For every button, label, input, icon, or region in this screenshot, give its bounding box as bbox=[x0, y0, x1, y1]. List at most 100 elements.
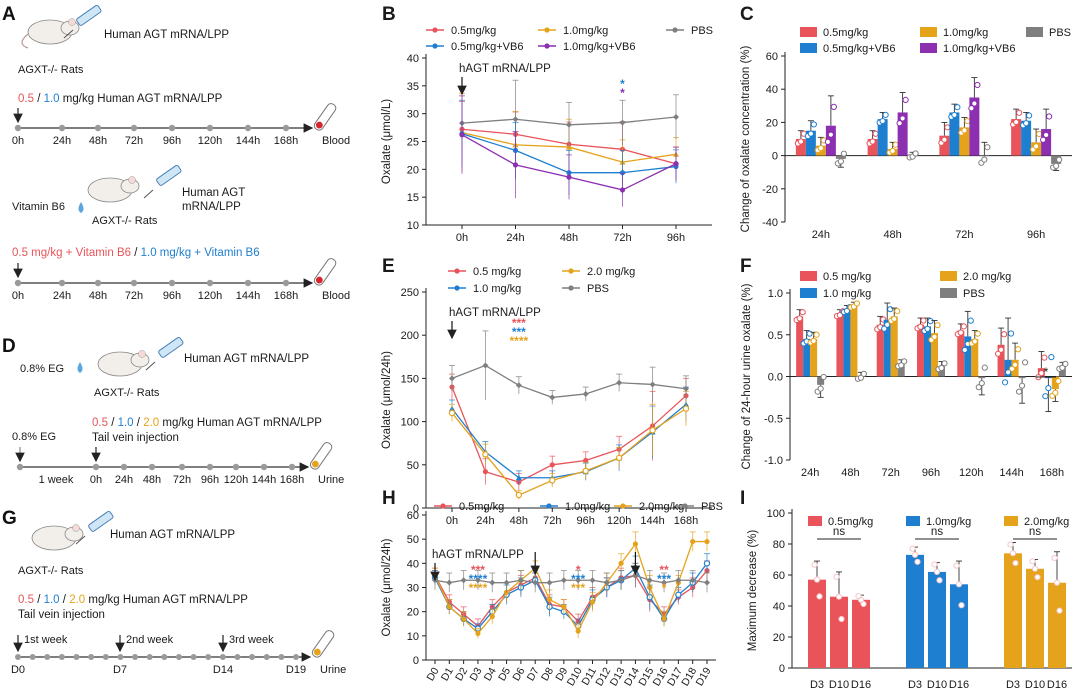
rat-icon-2 bbox=[87, 176, 140, 203]
replicate-point bbox=[1053, 162, 1060, 169]
bar bbox=[883, 319, 891, 377]
timeline-dot bbox=[219, 654, 226, 660]
tube-body bbox=[313, 258, 337, 286]
dose-d-mid: 1.0 bbox=[118, 417, 134, 429]
legend-label: 1.0mg/kg+VB6 bbox=[943, 43, 1015, 55]
replicate-point-outline bbox=[1051, 554, 1058, 562]
timeline-label: 72h bbox=[125, 290, 143, 302]
data-point bbox=[446, 604, 452, 610]
timeline-label: 144h bbox=[236, 135, 260, 147]
timeline-dot bbox=[205, 654, 212, 660]
y-tick-label: -40 bbox=[762, 217, 778, 229]
sample-label: Urine bbox=[320, 664, 346, 676]
y-tick-label: 20 bbox=[766, 117, 778, 129]
replicate-point bbox=[1041, 354, 1048, 361]
y-tick-label: 80 bbox=[773, 539, 785, 551]
legend-label: 1.0mg/kg bbox=[565, 501, 610, 513]
legend-swatch bbox=[906, 516, 920, 526]
tube-sample bbox=[313, 648, 321, 656]
x-tick-label: 96h bbox=[667, 232, 685, 244]
bar bbox=[1004, 553, 1022, 668]
x-tick-label: 48h bbox=[510, 515, 528, 527]
legend-label: 2.0 mg/kg bbox=[963, 271, 1011, 283]
data-point bbox=[549, 462, 555, 468]
replicate-point bbox=[840, 150, 847, 157]
dose-a1-sep: / bbox=[34, 93, 44, 105]
x-tick-label: 0h bbox=[446, 515, 458, 527]
significance-stars: ** bbox=[659, 563, 669, 577]
data-point bbox=[560, 577, 567, 584]
x-tick-label: D4 bbox=[482, 665, 499, 683]
data-point bbox=[515, 474, 522, 481]
dose-a2-high: 1.0 mg/kg + Vitamin B6 bbox=[141, 247, 260, 259]
data-point bbox=[703, 560, 711, 567]
legend-label: 1.0mg/kg bbox=[943, 27, 988, 39]
timeline-dot bbox=[249, 654, 256, 660]
timeline-dot bbox=[206, 124, 214, 132]
y-tick-label: 20 bbox=[407, 164, 419, 176]
significance-stars: * bbox=[620, 77, 625, 91]
timeline-label: 96h bbox=[201, 474, 219, 486]
legend-marker bbox=[682, 503, 688, 509]
schematic-d-animal: AGXT-/- Rats bbox=[94, 387, 160, 399]
timeline-label: 120h bbox=[198, 135, 222, 147]
replicate-point-outline bbox=[835, 593, 843, 600]
bar bbox=[917, 324, 924, 377]
data-point bbox=[561, 604, 567, 610]
dose-d-high: 2.0 bbox=[143, 417, 159, 429]
timeline-dot bbox=[148, 463, 156, 471]
legend-marker bbox=[454, 285, 460, 291]
y-tick-label: 40 bbox=[766, 84, 778, 96]
bar bbox=[931, 333, 938, 377]
y-tick-label: 250 bbox=[401, 287, 419, 299]
replicate-point bbox=[1011, 361, 1019, 368]
timeline-dot bbox=[293, 654, 299, 660]
timeline-label: 120h bbox=[198, 290, 222, 302]
data-point bbox=[515, 382, 522, 389]
x-tick-label: D3 bbox=[467, 665, 484, 683]
x-tick-label: 96h bbox=[577, 515, 595, 527]
bar bbox=[979, 155, 990, 157]
sample-label: Blood bbox=[322, 290, 350, 302]
data-point bbox=[549, 394, 556, 401]
timeline-dot bbox=[73, 654, 80, 660]
data-point bbox=[589, 599, 596, 605]
rat-icon-d bbox=[97, 350, 150, 377]
tube-sample bbox=[315, 121, 323, 129]
data-point bbox=[683, 385, 689, 392]
data-point bbox=[566, 174, 572, 180]
y-tick-label: 0.0 bbox=[768, 372, 783, 384]
replicate-point bbox=[797, 138, 804, 145]
x-tick-label: 72h bbox=[955, 229, 973, 241]
replicate-point bbox=[931, 333, 938, 340]
timeline-label: 48h bbox=[89, 135, 107, 147]
replicate-point bbox=[981, 156, 988, 163]
replicate-point bbox=[796, 315, 803, 322]
replicate-point bbox=[899, 115, 906, 122]
legend-swatch bbox=[920, 27, 937, 37]
timeline-dot bbox=[16, 463, 24, 471]
data-point bbox=[482, 451, 489, 458]
legend-label: 0.5mg/kg bbox=[451, 25, 496, 37]
timeline-label: 144h bbox=[236, 290, 260, 302]
replicate-point bbox=[799, 309, 806, 316]
syringe-icon-d bbox=[145, 336, 184, 371]
data-point bbox=[646, 577, 653, 584]
schematic-g-route: Tail vein injection bbox=[18, 609, 105, 621]
week-label: 3rd week bbox=[229, 634, 274, 646]
timeline-dot bbox=[190, 654, 197, 660]
data-point bbox=[689, 577, 696, 584]
data-point bbox=[661, 616, 667, 622]
replicate-point-outline bbox=[953, 562, 960, 569]
data-point bbox=[459, 132, 465, 138]
y-tick-label: 150 bbox=[401, 373, 419, 385]
replicate-point bbox=[1055, 378, 1062, 385]
legend-swatch bbox=[940, 288, 957, 298]
legend-label: 0.5mg/kg bbox=[459, 501, 504, 513]
legend-label: 1.0mg/kg+VB6 bbox=[563, 41, 635, 53]
panel-letter: C bbox=[740, 4, 754, 25]
legend-label: 0.5mg/kg bbox=[823, 27, 868, 39]
legend-label: PBS bbox=[1049, 27, 1071, 39]
data-point bbox=[704, 579, 710, 586]
panel-letter: B bbox=[382, 4, 396, 25]
